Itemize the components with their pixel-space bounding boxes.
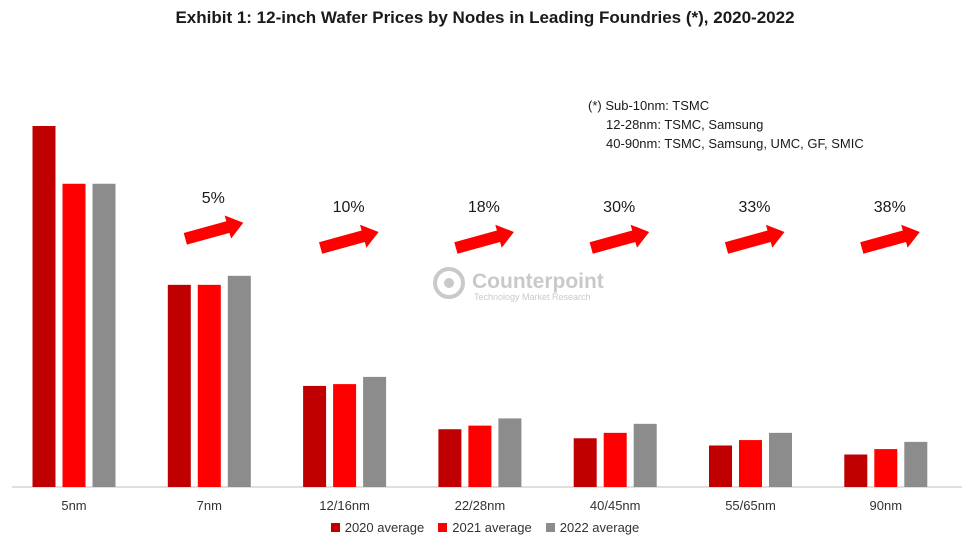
- chart-title: Exhibit 1: 12-inch Wafer Prices by Nodes…: [175, 8, 795, 27]
- counterpoint-watermark: Counterpoint Technology Market Research: [432, 264, 632, 313]
- bar-2022-average-55-65nm: [769, 432, 792, 487]
- legend-swatch: [438, 523, 448, 532]
- legend-item: 2020 average: [330, 520, 425, 535]
- growth-annotation: 10%: [333, 199, 365, 216]
- bar-2020-average-90nm: [844, 454, 868, 487]
- footnote-line: 12-28nm: TSMC, Samsung: [588, 117, 764, 132]
- x-tick-label: 55/65nm: [725, 498, 776, 513]
- bar-2022-average-5nm: [92, 183, 116, 487]
- labels-group: 5nm 7nm 5% 12/16nm 10% 22/28nm 18% 40/45nm 30% 55…: [61, 190, 905, 513]
- legend-label: 2021 average: [452, 520, 532, 535]
- counterpoint-logo-icon: Counterpoint Technology Market Research: [433, 267, 604, 302]
- bar-2021-average-22-28nm: [468, 425, 492, 487]
- growth-arrow-icon: [589, 224, 650, 254]
- legend-label: 2022 average: [559, 520, 640, 535]
- footnote-line: (*) Sub-10nm: TSMC: [588, 98, 710, 113]
- growth-arrow-icon: [724, 224, 785, 254]
- legend-item: 2022 average: [545, 520, 640, 535]
- bar-2020-average-5nm: [32, 126, 56, 487]
- bar-2020-average-40-45nm: [573, 438, 597, 487]
- bar-2022-average-7nm: [227, 275, 251, 487]
- arrows-group: [183, 215, 920, 254]
- x-tick-label: 7nm: [197, 498, 222, 513]
- growth-annotation: 38%: [874, 199, 906, 216]
- bar-2020-average-22-28nm: [438, 429, 462, 487]
- growth-annotation: 33%: [738, 199, 770, 216]
- watermark-name: Counterpoint: [472, 270, 604, 293]
- legend-item: 2021 average: [438, 520, 532, 535]
- bar-2020-average-55-65nm: [709, 445, 732, 487]
- footnote: (*) Sub-10nm: TSMC 12-28nm: TSMC, Samsun…: [588, 96, 864, 153]
- growth-annotation: 30%: [603, 199, 635, 216]
- footnote-line: 40-90nm: TSMC, Samsung, UMC, GF, SMIC: [588, 136, 864, 151]
- x-tick-label: 90nm: [870, 498, 903, 513]
- bar-2021-average-7nm: [197, 284, 221, 487]
- bar-2021-average-55-65nm: [739, 440, 762, 487]
- growth-arrow-icon: [860, 224, 920, 254]
- legend-swatch: [545, 523, 555, 532]
- watermark-tagline: Technology Market Research: [474, 292, 591, 302]
- bar-2020-average-12-16nm: [303, 385, 327, 487]
- legend: 2020 average 2021 average 2022 average: [0, 520, 970, 535]
- x-tick-label: 40/45nm: [590, 498, 641, 513]
- bar-2021-average-90nm: [874, 449, 898, 487]
- growth-annotation: 5%: [202, 190, 225, 207]
- growth-annotation: 18%: [468, 199, 500, 216]
- bar-2020-average-7nm: [167, 284, 191, 487]
- x-tick-label: 12/16nm: [319, 498, 370, 513]
- x-tick-label: 5nm: [61, 498, 86, 513]
- bar-2022-average-40-45nm: [633, 423, 657, 487]
- bar-2022-average-22-28nm: [498, 418, 522, 487]
- bar-2022-average-90nm: [904, 441, 928, 487]
- growth-arrow-icon: [319, 224, 379, 254]
- bar-2021-average-5nm: [62, 183, 86, 487]
- bar-2021-average-12-16nm: [333, 384, 357, 487]
- growth-arrow-icon: [454, 224, 514, 254]
- bars-group: [32, 126, 928, 487]
- legend-label: 2020 average: [344, 520, 425, 535]
- bar-2022-average-12-16nm: [363, 376, 387, 487]
- growth-arrow-icon: [183, 215, 244, 245]
- legend-swatch: [330, 523, 340, 532]
- x-tick-label: 22/28nm: [455, 498, 506, 513]
- bar-2021-average-40-45nm: [603, 432, 627, 487]
